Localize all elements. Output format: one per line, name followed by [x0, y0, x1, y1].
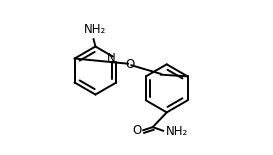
- Text: O: O: [125, 58, 134, 71]
- Text: NH₂: NH₂: [166, 125, 188, 138]
- Text: N: N: [107, 52, 115, 65]
- Text: O: O: [132, 124, 141, 137]
- Text: NH₂: NH₂: [84, 23, 106, 36]
